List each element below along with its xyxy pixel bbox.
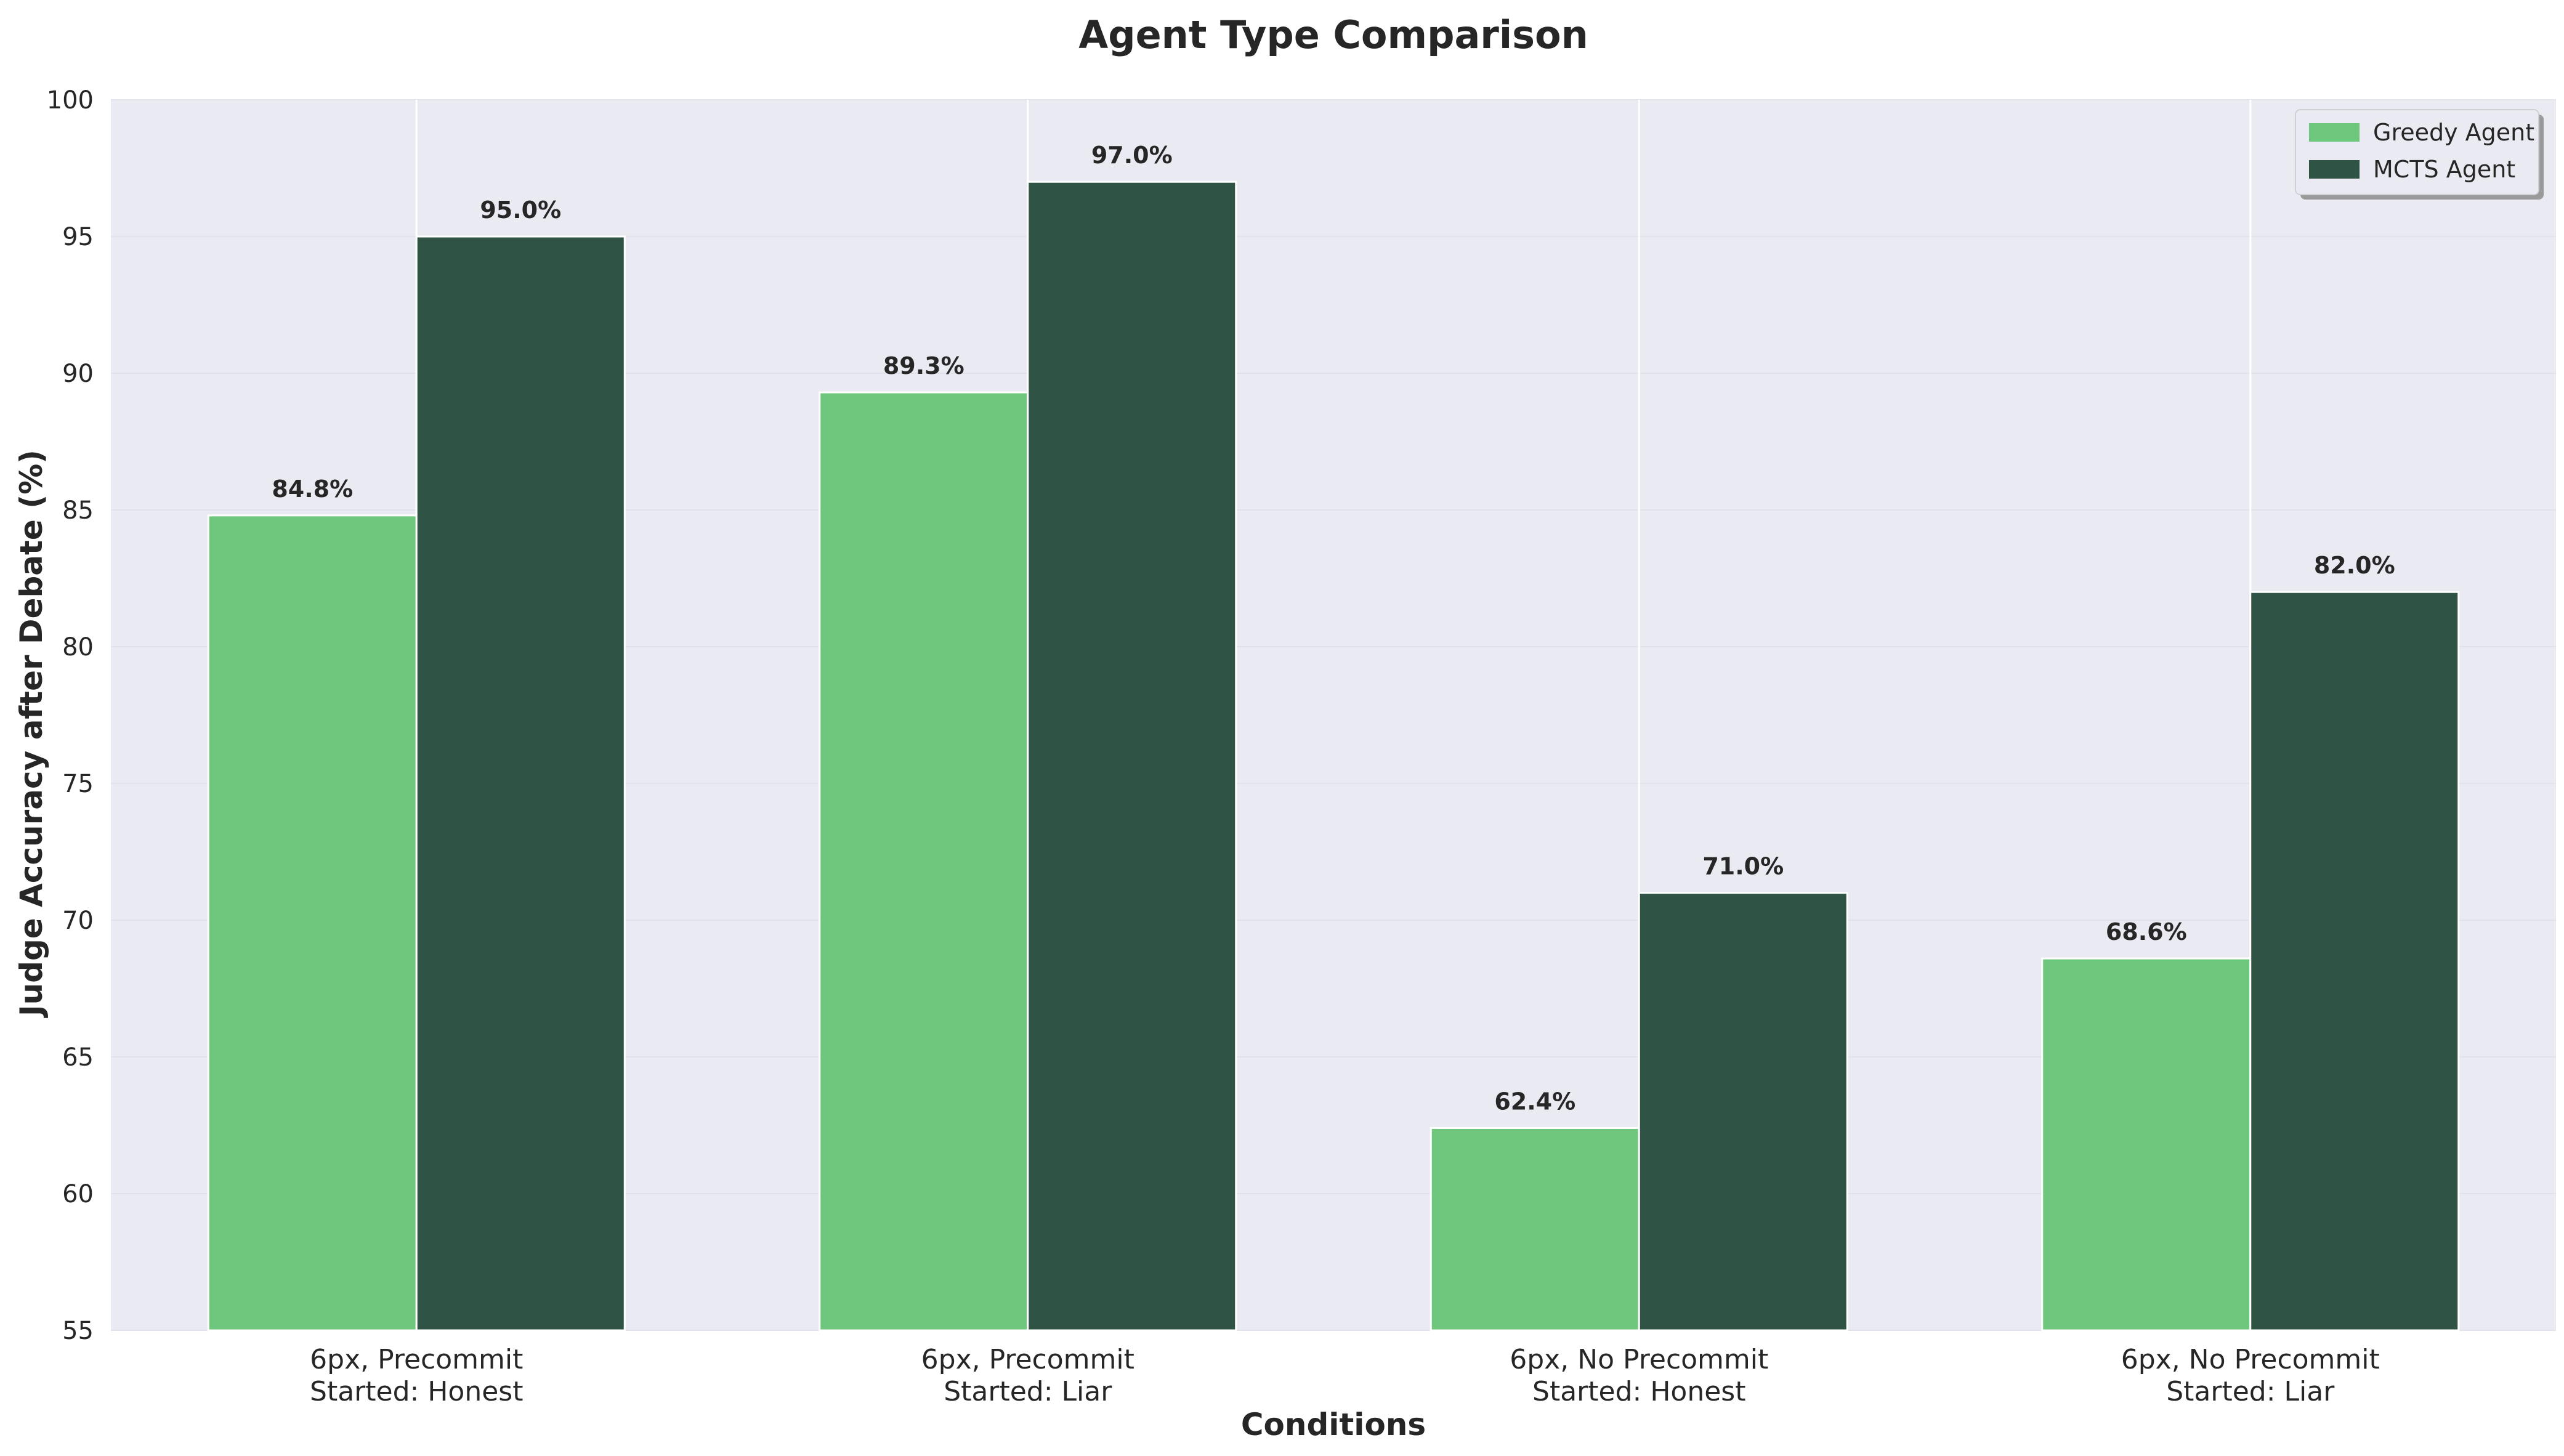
legend-swatch <box>2309 160 2360 179</box>
bar-greedy-agent <box>2041 957 2252 1332</box>
bar-value-label: 82.0% <box>2314 552 2395 579</box>
y-tick-label: 85 <box>62 496 94 525</box>
bar-value-label: 62.4% <box>1494 1088 1575 1115</box>
bar-mcts-agent <box>1027 180 1237 1332</box>
chart-title: Agent Type Comparison <box>1078 12 1588 57</box>
x-axis-label: Conditions <box>1241 1407 1426 1442</box>
bar-value-label: 68.6% <box>2106 918 2187 945</box>
x-tick-label-line: Started: Liar <box>944 1376 1112 1407</box>
plot-area: 55 60 65 70 75 80 85 90 95 100 84.8% 89.3% 62.4% 68.6… <box>47 86 2556 1407</box>
x-tick-label-line: 6px, No Precommit <box>1510 1344 1768 1375</box>
legend-swatch <box>2309 123 2360 142</box>
x-tick-label-line: 6px, No Precommit <box>2121 1344 2380 1375</box>
x-tick-label: 6px, Precommit Started: Liar <box>921 1344 1134 1407</box>
bar-value-label: 84.8% <box>272 475 353 503</box>
y-tick-label: 95 <box>62 223 94 251</box>
y-tick-label: 80 <box>62 633 94 661</box>
x-tick-label: 6px, Precommit Started: Honest <box>310 1344 523 1407</box>
x-tick-label-line: 6px, Precommit <box>921 1344 1134 1375</box>
y-tick-label: 60 <box>62 1180 94 1208</box>
y-tick-label: 75 <box>62 770 94 798</box>
y-tick-label: 65 <box>62 1043 94 1072</box>
y-tick-label: 70 <box>62 907 94 935</box>
bar-greedy-agent <box>207 514 418 1332</box>
bar-mcts-agent <box>1638 892 1848 1332</box>
legend-label: Greedy Agent <box>2373 119 2534 146</box>
x-tick-label-line: Started: Honest <box>1532 1376 1745 1407</box>
legend: Greedy Agent MCTS Agent <box>2295 109 2544 200</box>
x-tick-label: 6px, No Precommit Started: Liar <box>2121 1344 2380 1407</box>
y-tick-label: 55 <box>62 1317 94 1345</box>
legend-label: MCTS Agent <box>2373 156 2515 183</box>
x-tick-label: 6px, No Precommit Started: Honest <box>1510 1344 1768 1407</box>
bar-value-label: 95.0% <box>480 196 561 224</box>
bar-mcts-agent <box>2249 591 2460 1332</box>
bar-mcts-agent <box>415 235 626 1332</box>
bar-value-label: 71.0% <box>1702 853 1784 880</box>
y-tick-label: 100 <box>47 86 94 115</box>
x-tick-label-line: 6px, Precommit <box>310 1344 523 1375</box>
bar-greedy-agent <box>819 391 1029 1332</box>
bar-value-label: 97.0% <box>1091 142 1173 169</box>
x-tick-label-line: Started: Honest <box>310 1376 523 1407</box>
x-tick-label-line: Started: Liar <box>2166 1376 2335 1407</box>
y-tick-label: 90 <box>62 360 94 388</box>
y-axis-label: Judge Accuracy after Debate (%) <box>14 450 49 1018</box>
bar-greedy-agent <box>1430 1126 1640 1332</box>
bar-value-label: 89.3% <box>883 352 965 379</box>
